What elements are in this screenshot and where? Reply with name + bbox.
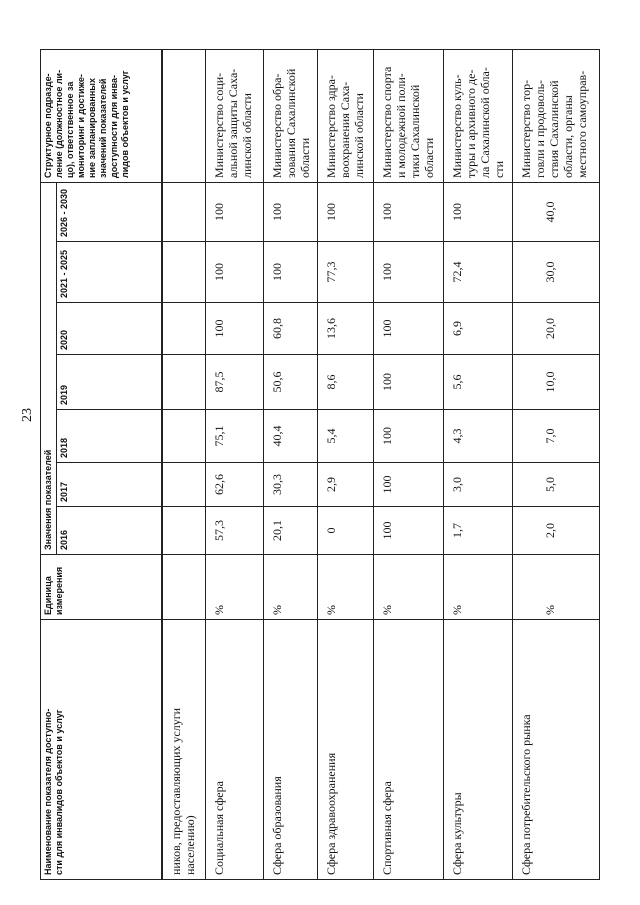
row-value: 0 — [317, 506, 373, 555]
row-value: 20,1 — [263, 506, 317, 555]
row-value: 5,0 — [512, 462, 599, 507]
row-value: 100 — [205, 182, 263, 242]
row-value: 57,3 — [205, 506, 263, 555]
row-unit: % — [443, 554, 512, 620]
row-unit: % — [263, 554, 317, 620]
row-value: 30,0 — [512, 241, 599, 303]
empty-cell — [162, 182, 205, 242]
row-value: 100 — [373, 241, 443, 303]
row-value: 100 — [443, 182, 512, 242]
empty-cell — [162, 506, 205, 555]
row-value: 2,0 — [512, 506, 599, 555]
empty-cell — [162, 409, 205, 463]
row-value: 7,0 — [512, 409, 599, 463]
row-value: 5,6 — [443, 354, 512, 410]
row-value: 100 — [373, 182, 443, 242]
row-value: 87,5 — [205, 354, 263, 410]
row-value: 3,0 — [443, 462, 512, 507]
row-value: 62,6 — [205, 462, 263, 507]
table-row: Спортивная сфера% 100 100 100 100 100 100 100 Ми… — [373, 49, 443, 880]
row-value: 20,0 — [512, 302, 599, 355]
row-value: 75,1 — [205, 409, 263, 463]
table-row: Сфера здравоохранения% 0 2,9 5,4 8,6 13,6 77,3… — [317, 49, 373, 880]
row-value: 2,9 — [317, 462, 373, 507]
row-value: 100 — [317, 182, 373, 242]
row-responsible: Министерство соци- альной защиты Саха- л… — [205, 49, 263, 183]
header-row: Наименование показателя доступно- сти дл… — [40, 49, 162, 880]
header-values-group: Значения показателей — [40, 182, 57, 555]
row-name: Сфера образования — [263, 619, 317, 880]
row-value: 10,0 — [512, 354, 599, 410]
row-value: 60,8 — [263, 302, 317, 355]
page-number: 23 — [20, 408, 35, 422]
row-unit: % — [512, 554, 599, 620]
header-unit: Единица измерения — [40, 554, 162, 620]
row-responsible: Министерство обра- зования Сахалинской о… — [263, 49, 317, 183]
header-year: 2019 — [56, 354, 162, 410]
table-row: Социальная сфера% 57,3 62,6 75,1 87,5 100 100 1… — [205, 49, 263, 880]
row-name: ников, предоставляющих услуги населению) — [162, 619, 205, 880]
row-responsible: Министерство здра- воохранения Саха- лин… — [317, 49, 373, 183]
indicators-table: Наименование показателя доступно- сти дл… — [40, 49, 600, 880]
empty-cell — [162, 462, 205, 507]
row-value: 1,7 — [443, 506, 512, 555]
row-value: 100 — [205, 241, 263, 303]
header-responsible: Структурное подразде- ление (должностное… — [40, 49, 162, 183]
row-value: 13,6 — [317, 302, 373, 355]
empty-cell — [162, 302, 205, 355]
row-unit: % — [373, 554, 443, 620]
row-value: 77,3 — [317, 241, 373, 303]
header-year: 2018 — [56, 409, 162, 463]
row-name: Социальная сфера — [205, 619, 263, 880]
row-name: Спортивная сфера — [373, 619, 443, 880]
row-value: 100 — [373, 506, 443, 555]
header-year: 2016 — [56, 506, 162, 555]
row-value: 100 — [373, 354, 443, 410]
empty-cell — [162, 49, 205, 183]
empty-cell — [162, 354, 205, 410]
row-responsible: Министерство спорта и молодежной поли- т… — [373, 49, 443, 183]
row-value: 100 — [373, 409, 443, 463]
continuation-row: ников, предоставляющих услуги населению) — [162, 49, 205, 880]
row-responsible: Министерство тор- говли и продоволь- ств… — [512, 49, 599, 183]
empty-cell — [162, 554, 205, 620]
row-value: 5,4 — [317, 409, 373, 463]
row-value: 100 — [373, 302, 443, 355]
table-row: Сфера образования% 20,1 30,3 40,4 50,6 60,8 10… — [263, 49, 317, 880]
row-value: 100 — [373, 462, 443, 507]
row-unit: % — [317, 554, 373, 620]
row-value: 40,4 — [263, 409, 317, 463]
row-value: 8,6 — [317, 354, 373, 410]
row-value: 100 — [263, 182, 317, 242]
header-name: Наименование показателя доступно- сти дл… — [40, 619, 162, 880]
row-value: 72,4 — [443, 241, 512, 303]
header-year: 2020 — [56, 302, 162, 355]
table-row: Сфера культуры% 1,7 3,0 4,3 5,6 6,9 72,4 100 Мин… — [443, 49, 512, 880]
row-value: 100 — [205, 302, 263, 355]
header-year: 2017 — [56, 462, 162, 507]
header-year: 2021 - 2025 — [56, 241, 162, 303]
row-value: 100 — [263, 241, 317, 303]
row-name: Сфера культуры — [443, 619, 512, 880]
row-value: 30,3 — [263, 462, 317, 507]
row-unit: % — [205, 554, 263, 620]
row-value: 40,0 — [512, 182, 599, 242]
row-value: 4,3 — [443, 409, 512, 463]
table-row: Сфера потребительского рынка% 2,0 5,0 7,0 10… — [512, 49, 599, 880]
row-name: Сфера здравоохранения — [317, 619, 373, 880]
empty-cell — [162, 241, 205, 303]
row-name: Сфера потребительского рынка — [512, 619, 599, 880]
header-year: 2026 - 2030 — [56, 182, 162, 242]
row-value: 50,6 — [263, 354, 317, 410]
row-responsible: Министерство куль- туры и архивного де- … — [443, 49, 512, 183]
row-value: 6,9 — [443, 302, 512, 355]
